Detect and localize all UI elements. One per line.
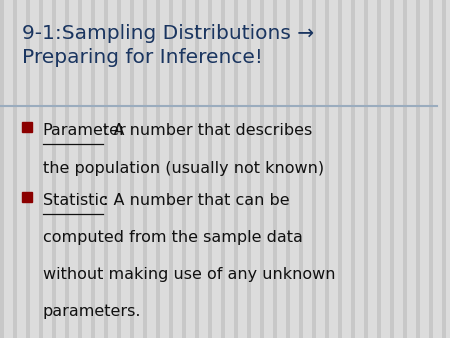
Text: Parameter: Parameter: [43, 123, 126, 138]
Text: 9-1:Sampling Distributions →
Preparing for Inference!: 9-1:Sampling Distributions → Preparing f…: [22, 24, 315, 67]
Text: the population (usually not known): the population (usually not known): [43, 161, 324, 175]
Text: without making use of any unknown: without making use of any unknown: [43, 267, 335, 282]
Text: parameters.: parameters.: [43, 304, 141, 319]
Text: : A number that describes: : A number that describes: [103, 123, 312, 138]
Text: computed from the sample data: computed from the sample data: [43, 230, 302, 245]
Text: : A number that can be: : A number that can be: [103, 193, 289, 208]
Text: Statistic: Statistic: [43, 193, 108, 208]
